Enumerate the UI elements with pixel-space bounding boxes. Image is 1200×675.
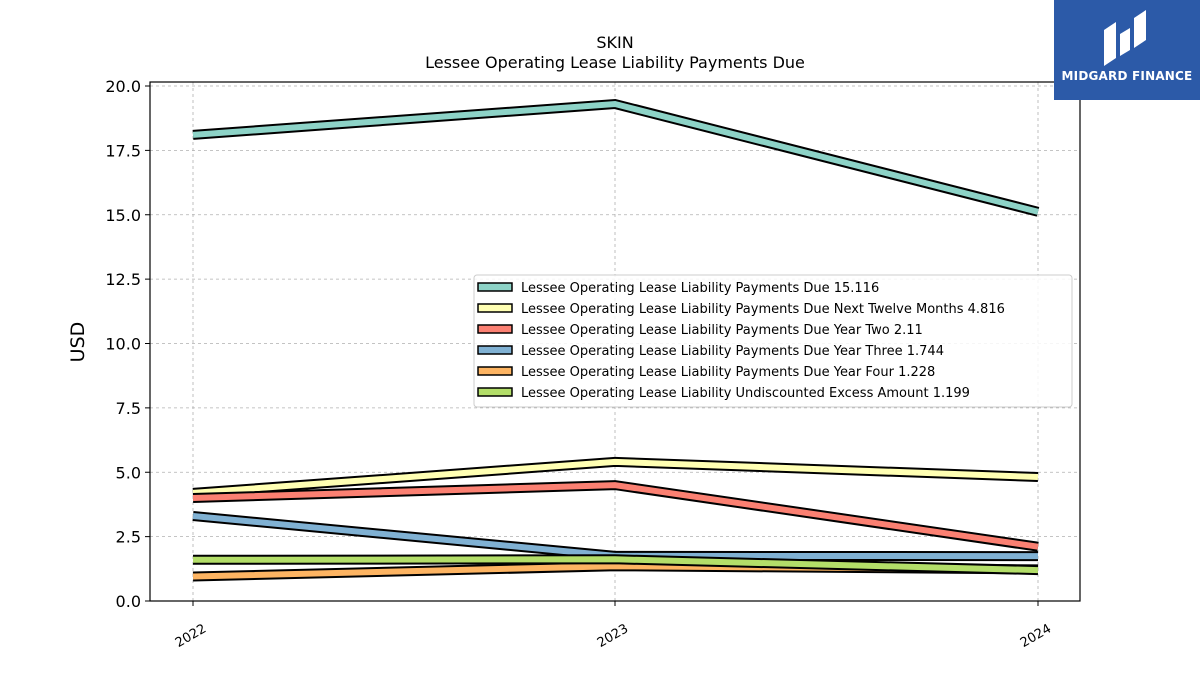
legend-label: Lessee Operating Lease Liability Payment… <box>521 302 1005 317</box>
legend-label: Lessee Operating Lease Liability Payment… <box>521 281 879 296</box>
logo-mark-icon <box>1104 10 1146 66</box>
x-tick-label: 2022 <box>173 621 209 651</box>
chart-title: SKIN <box>596 33 633 52</box>
x-tick-label: 2023 <box>595 621 631 651</box>
y-tick-label: 7.5 <box>116 399 141 418</box>
series-line <box>192 98 1040 217</box>
legend-swatch <box>477 345 513 355</box>
series-line-fill <box>192 556 1039 574</box>
series-line-fill <box>192 513 1039 560</box>
y-tick-label: 2.5 <box>116 528 141 547</box>
series-line <box>192 480 1039 552</box>
y-axis: 0.0 2.5 5.0 7.5 10.0 12.5 15.0 17.5 20.0 <box>105 77 150 611</box>
series-line <box>192 554 1039 576</box>
series-line-outline <box>192 511 1039 562</box>
y-tick-label: 15.0 <box>105 206 141 225</box>
series-line-outline <box>192 98 1040 217</box>
series-line-fill <box>192 458 1039 496</box>
legend-label: Lessee Operating Lease Liability Payment… <box>521 323 923 338</box>
y-axis-label: USD <box>67 322 89 363</box>
series-line-fill <box>192 100 1039 215</box>
legend-swatch <box>477 303 513 313</box>
y-tick-label: 10.0 <box>105 335 141 354</box>
legend-label: Lessee Operating Lease Liability Payment… <box>521 365 935 380</box>
logo-text: MIDGARD FINANCE <box>1061 69 1193 83</box>
series-line <box>192 511 1039 562</box>
y-tick-label: 5.0 <box>116 463 141 482</box>
legend-label: Lessee Operating Lease Liability Payment… <box>521 344 944 359</box>
series-group <box>192 98 1040 582</box>
x-tick-label: 2024 <box>1018 621 1054 651</box>
legend-label: Lessee Operating Lease Liability Undisco… <box>521 386 970 401</box>
legend-box <box>473 274 1073 408</box>
series-line-fill <box>192 482 1039 550</box>
y-tick-label: 12.5 <box>105 270 141 289</box>
legend-swatch <box>477 366 513 376</box>
x-axis: 2022 2023 2024 <box>173 601 1054 651</box>
y-tick-label: 17.5 <box>105 141 141 160</box>
logo: MIDGARD FINANCE <box>1054 0 1200 100</box>
legend: Lessee Operating Lease Liability Payment… <box>473 274 1073 408</box>
chart-subtitle: Lessee Operating Lease Liability Payment… <box>425 53 805 72</box>
y-tick-label: 0.0 <box>116 592 141 611</box>
series-line <box>192 456 1039 498</box>
legend-swatch <box>477 387 513 397</box>
legend-swatch <box>477 324 513 334</box>
legend-swatch <box>477 282 513 292</box>
y-tick-label: 20.0 <box>105 77 141 96</box>
